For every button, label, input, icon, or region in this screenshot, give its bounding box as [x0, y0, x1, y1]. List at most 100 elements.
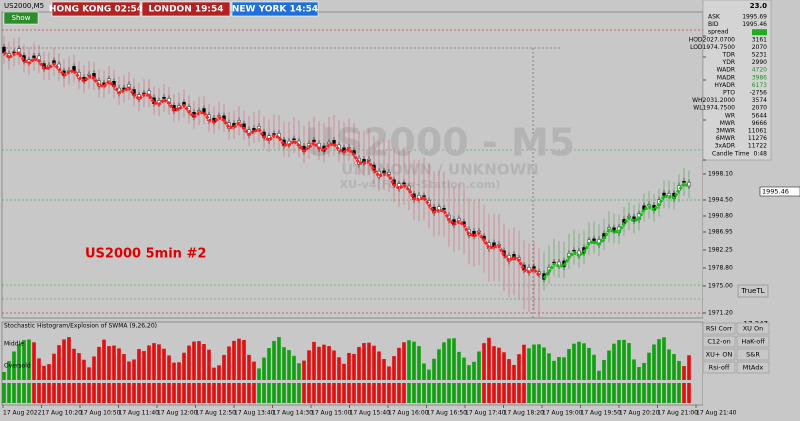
show-button[interactable]	[3, 11, 39, 25]
histogram-bar	[192, 341, 196, 380]
signal-bar	[122, 383, 126, 403]
indicator-button-label[interactable]: C12-on	[707, 338, 730, 346]
histogram-bar	[82, 359, 86, 380]
signal-bar	[482, 383, 486, 403]
show-button-label[interactable]: Show	[12, 14, 31, 22]
info-value: 2070	[752, 44, 767, 51]
indicator-button-label[interactable]: RSI Corr	[706, 325, 733, 333]
histogram-bar	[327, 346, 331, 380]
candle	[332, 140, 336, 144]
indicator-button-label[interactable]: XU+ ON	[706, 351, 733, 359]
price-label: 1990.80	[708, 213, 733, 220]
signal-bar	[527, 383, 531, 403]
signal-bar	[687, 383, 691, 403]
histogram-bar	[127, 361, 131, 380]
histogram-bar	[162, 348, 166, 380]
signal-bar	[142, 383, 146, 403]
histogram-bar	[172, 362, 176, 380]
signal-bar	[642, 383, 646, 403]
signal-bar	[322, 383, 326, 403]
histogram-bar	[67, 337, 71, 380]
histogram-bar	[662, 337, 666, 380]
histogram-bar	[157, 344, 161, 380]
histogram-bar	[42, 365, 46, 380]
histogram-bar	[617, 340, 621, 380]
indicator-button[interactable]	[736, 348, 770, 361]
indicator-button[interactable]	[736, 322, 770, 335]
signal-bar	[492, 383, 496, 403]
info-key: ASK	[708, 14, 721, 21]
truetl-button[interactable]	[737, 284, 769, 298]
histogram-bar	[567, 349, 571, 380]
histogram-bar	[217, 365, 221, 380]
histogram-bar	[642, 362, 646, 380]
histogram-bar	[272, 340, 276, 380]
indicator-button-label[interactable]: S&R	[746, 351, 760, 359]
histogram-bar	[342, 363, 346, 380]
histogram-bar	[447, 338, 451, 380]
histogram-bar	[482, 343, 486, 380]
indicator-button-label[interactable]: MtAdx	[743, 364, 764, 372]
histogram-bar	[282, 347, 286, 380]
signal-bar	[657, 383, 661, 403]
signal-bar	[157, 383, 161, 403]
histogram-bar	[587, 347, 591, 380]
indicator-button[interactable]	[702, 322, 736, 335]
info-value: 0:48	[754, 150, 768, 157]
price-label: 1971.20	[708, 310, 733, 317]
signal-bar	[422, 383, 426, 403]
signal-bar	[317, 383, 321, 403]
time-label: 17 Aug 12:50	[196, 410, 237, 417]
histogram-bar	[637, 367, 641, 380]
info-key: 3xADR	[715, 143, 735, 150]
signal-bar	[252, 383, 256, 403]
signal-bar	[192, 383, 196, 403]
histogram-bar	[32, 342, 36, 380]
signal-bar	[147, 383, 151, 403]
indicator-button[interactable]	[702, 348, 736, 361]
histogram-bar	[512, 364, 516, 380]
histogram-bar	[117, 348, 121, 380]
histogram-bar	[627, 343, 631, 380]
indicator-button-label[interactable]: XU On	[743, 325, 764, 333]
signal-bar	[272, 383, 276, 403]
signal-bar	[512, 383, 516, 403]
signal-bar	[477, 383, 481, 403]
histogram-bar	[302, 360, 306, 380]
histogram-bar	[572, 343, 576, 380]
truetl-label[interactable]: TrueTL	[740, 287, 764, 295]
spread-bar	[752, 29, 767, 36]
signal-bar	[247, 383, 251, 403]
signal-bar	[352, 383, 356, 403]
histogram-bar	[427, 369, 431, 380]
signal-bar	[257, 383, 261, 403]
info-key: 3MWR	[716, 128, 735, 135]
signal-bar	[612, 383, 616, 403]
signal-bar	[87, 383, 91, 403]
histogram-bar	[622, 339, 626, 380]
indicator-button-label[interactable]: Rsi-off	[709, 364, 730, 372]
indicator-button[interactable]	[702, 335, 736, 348]
signal-bar	[472, 383, 476, 403]
histogram-bar	[682, 366, 686, 380]
signal-bar	[402, 383, 406, 403]
signal-bar	[362, 383, 366, 403]
histogram-bar	[362, 343, 366, 380]
signal-bar	[212, 383, 216, 403]
histogram-bar	[477, 351, 481, 380]
indicator-button[interactable]	[736, 361, 770, 374]
indicator-button[interactable]	[702, 361, 736, 374]
signal-bar	[292, 383, 296, 403]
histogram-bar	[607, 350, 611, 380]
histogram-bar	[557, 357, 561, 380]
signal-bar	[467, 383, 471, 403]
signal-bar	[112, 383, 116, 403]
histogram-bar	[257, 368, 261, 380]
histogram-bar	[507, 359, 511, 380]
candle	[162, 96, 166, 99]
signal-bar	[452, 383, 456, 403]
indicator-button-label[interactable]: HaK-off	[741, 338, 765, 346]
signal-bar	[287, 383, 291, 403]
indicator-button[interactable]	[736, 335, 770, 348]
signal-bar	[127, 383, 131, 403]
